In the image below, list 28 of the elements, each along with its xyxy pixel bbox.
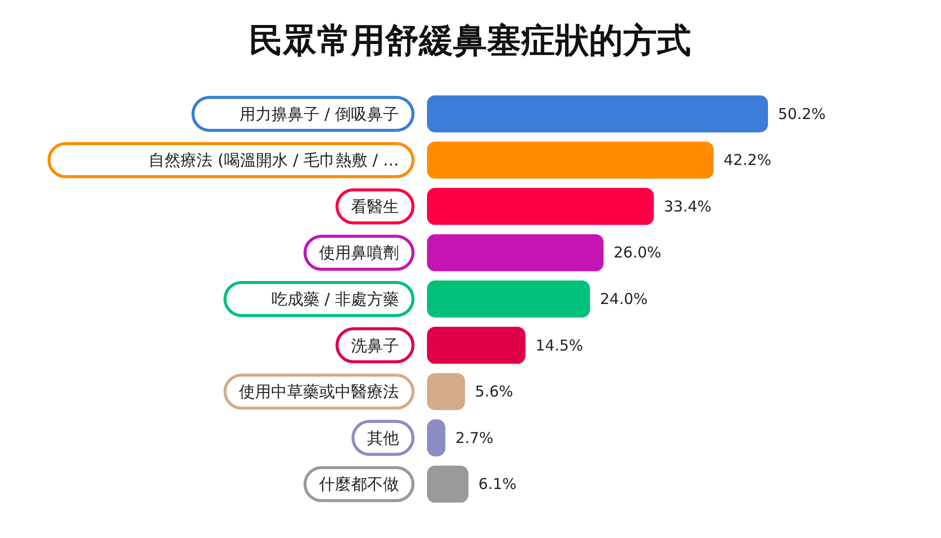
y-tick-label: 什麼都不做	[318, 474, 399, 494]
bar	[427, 142, 714, 179]
data-label: 6.1%	[478, 475, 517, 494]
bar	[427, 326, 526, 364]
bar	[427, 234, 604, 272]
bar	[427, 280, 590, 318]
data-label: 50.2%	[778, 104, 826, 123]
y-tick-label: 使用中草藥或中醫療法	[239, 382, 399, 402]
y-tick-label: 吃成藥 / 非處方藥	[271, 290, 399, 308]
bar	[427, 373, 466, 410]
y-tick-label: 自然療法 (喝溫開水 / 毛巾熱敷 / …	[148, 150, 399, 170]
data-label: 42.2%	[724, 151, 772, 170]
y-tick-label: 用力擤鼻子 / 倒吸鼻子	[239, 104, 399, 124]
bar	[427, 188, 654, 225]
y-tick-label: 看醫生	[351, 196, 399, 216]
data-label: 33.4%	[664, 197, 712, 216]
data-label: 14.5%	[535, 336, 584, 354]
y-tick-label: 使用鼻噴劑	[319, 243, 399, 262]
data-label: 24.0%	[600, 290, 648, 308]
data-label: 2.7%	[455, 428, 494, 447]
data-label: 26.0%	[614, 244, 662, 262]
bar	[427, 466, 468, 503]
data-label: 5.6%	[475, 382, 514, 401]
y-tick-label: 洗鼻子	[351, 336, 399, 355]
bar	[427, 95, 768, 132]
bar	[427, 419, 446, 456]
chart-title: 民眾常用舒緩鼻塞症狀的方式	[249, 21, 691, 61]
y-tick-label: 其他	[367, 428, 399, 448]
